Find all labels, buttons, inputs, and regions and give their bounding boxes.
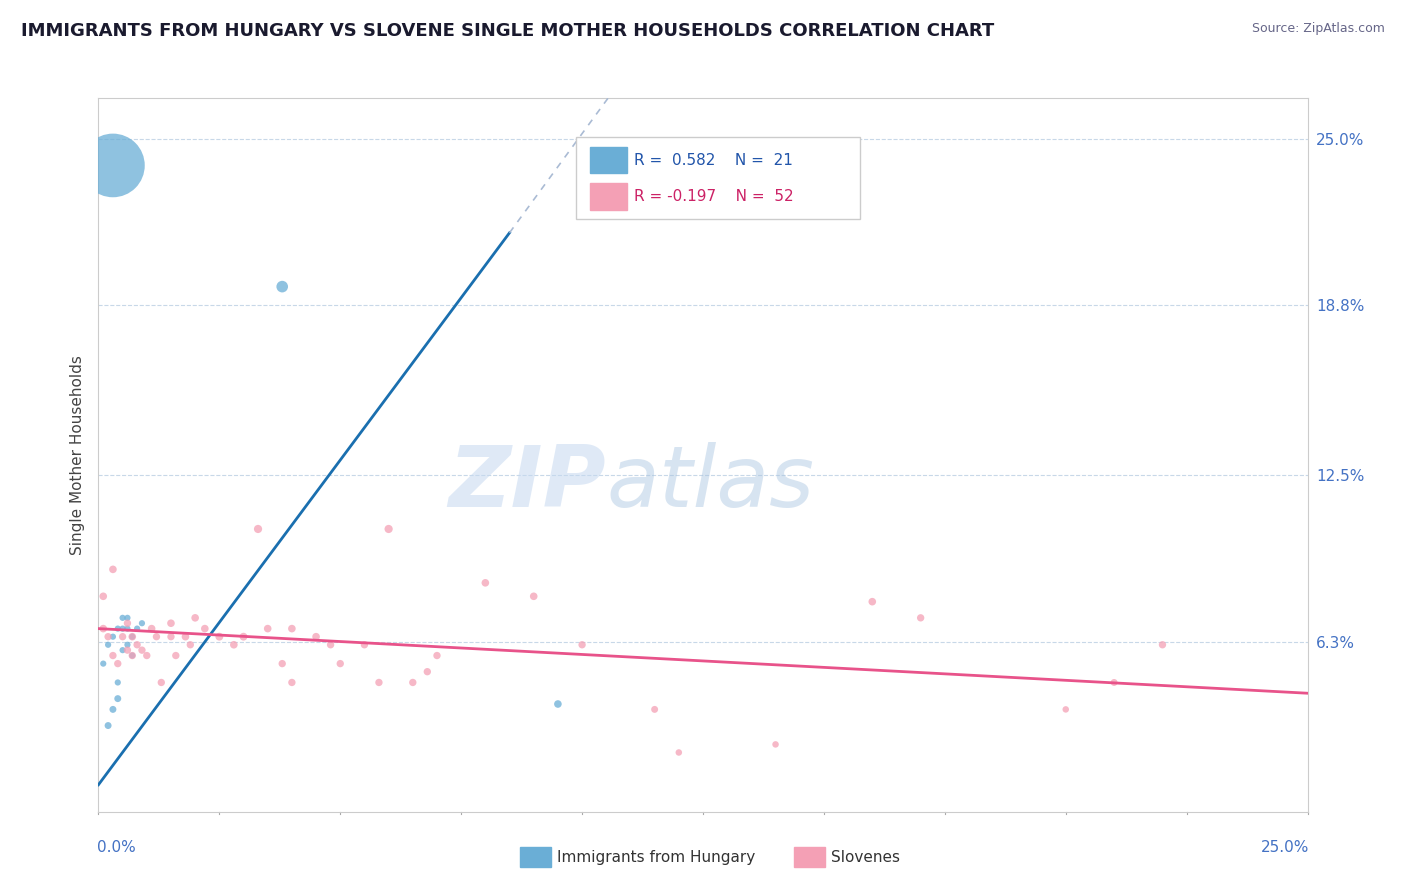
Text: Source: ZipAtlas.com: Source: ZipAtlas.com — [1251, 22, 1385, 36]
Point — [121, 648, 143, 663]
Point — [160, 630, 183, 644]
Text: R =  0.582    N =  21: R = 0.582 N = 21 — [634, 153, 793, 168]
Point — [368, 675, 391, 690]
Point — [668, 746, 690, 760]
Y-axis label: Single Mother Households: Single Mother Households — [69, 355, 84, 555]
Text: R = -0.197    N =  52: R = -0.197 N = 52 — [634, 189, 794, 204]
Point — [271, 279, 294, 293]
Point — [101, 702, 124, 716]
Point — [160, 616, 183, 631]
Point — [101, 630, 124, 644]
Point — [117, 622, 139, 636]
Point — [111, 643, 134, 657]
Point — [97, 630, 120, 644]
Point — [523, 589, 546, 603]
Point — [117, 638, 139, 652]
Text: atlas: atlas — [606, 442, 814, 525]
Point — [141, 622, 163, 636]
Point — [353, 638, 375, 652]
Point — [165, 648, 187, 663]
Point — [127, 622, 149, 636]
Point — [145, 630, 167, 644]
Point — [271, 657, 294, 671]
Point — [107, 675, 129, 690]
Point — [377, 522, 399, 536]
Point — [319, 638, 342, 652]
Text: Slovenes: Slovenes — [831, 850, 900, 864]
Point — [135, 648, 157, 663]
Point — [107, 622, 129, 636]
Point — [644, 702, 666, 716]
Text: Immigrants from Hungary: Immigrants from Hungary — [557, 850, 755, 864]
Point — [174, 630, 197, 644]
Point — [222, 638, 245, 652]
Text: ZIP: ZIP — [449, 442, 606, 525]
Point — [256, 622, 278, 636]
Point — [247, 522, 270, 536]
Point — [571, 638, 593, 652]
Point — [860, 595, 883, 609]
Point — [121, 648, 143, 663]
Point — [426, 648, 449, 663]
Point — [97, 718, 120, 732]
Point — [107, 657, 129, 671]
Point — [281, 622, 304, 636]
Point — [402, 675, 425, 690]
Point — [91, 657, 114, 671]
Point — [305, 630, 328, 644]
Point — [91, 622, 114, 636]
Point — [111, 622, 134, 636]
Point — [131, 616, 153, 631]
Point — [179, 638, 201, 652]
Point — [194, 622, 217, 636]
Point — [765, 738, 787, 752]
Point — [127, 638, 149, 652]
Point — [1102, 675, 1125, 690]
Point — [101, 562, 124, 576]
Point — [329, 657, 352, 671]
Point — [107, 691, 129, 706]
Point — [97, 638, 120, 652]
Text: 25.0%: 25.0% — [1260, 840, 1309, 855]
Point — [474, 575, 496, 590]
Point — [281, 675, 304, 690]
Point — [111, 630, 134, 644]
Point — [91, 589, 114, 603]
Point — [184, 611, 207, 625]
Point — [121, 630, 143, 644]
Point — [1152, 638, 1174, 652]
Text: 0.0%: 0.0% — [97, 840, 136, 855]
Point — [111, 611, 134, 625]
Point — [547, 697, 569, 711]
Point — [101, 158, 124, 172]
Point — [910, 611, 932, 625]
Point — [117, 616, 139, 631]
Point — [101, 648, 124, 663]
Point — [131, 643, 153, 657]
Point — [117, 643, 139, 657]
Point — [150, 675, 173, 690]
Point — [1054, 702, 1077, 716]
Point — [121, 630, 143, 644]
Point — [232, 630, 254, 644]
Point — [416, 665, 439, 679]
Point — [208, 630, 231, 644]
Point — [117, 611, 139, 625]
Text: IMMIGRANTS FROM HUNGARY VS SLOVENE SINGLE MOTHER HOUSEHOLDS CORRELATION CHART: IMMIGRANTS FROM HUNGARY VS SLOVENE SINGL… — [21, 22, 994, 40]
